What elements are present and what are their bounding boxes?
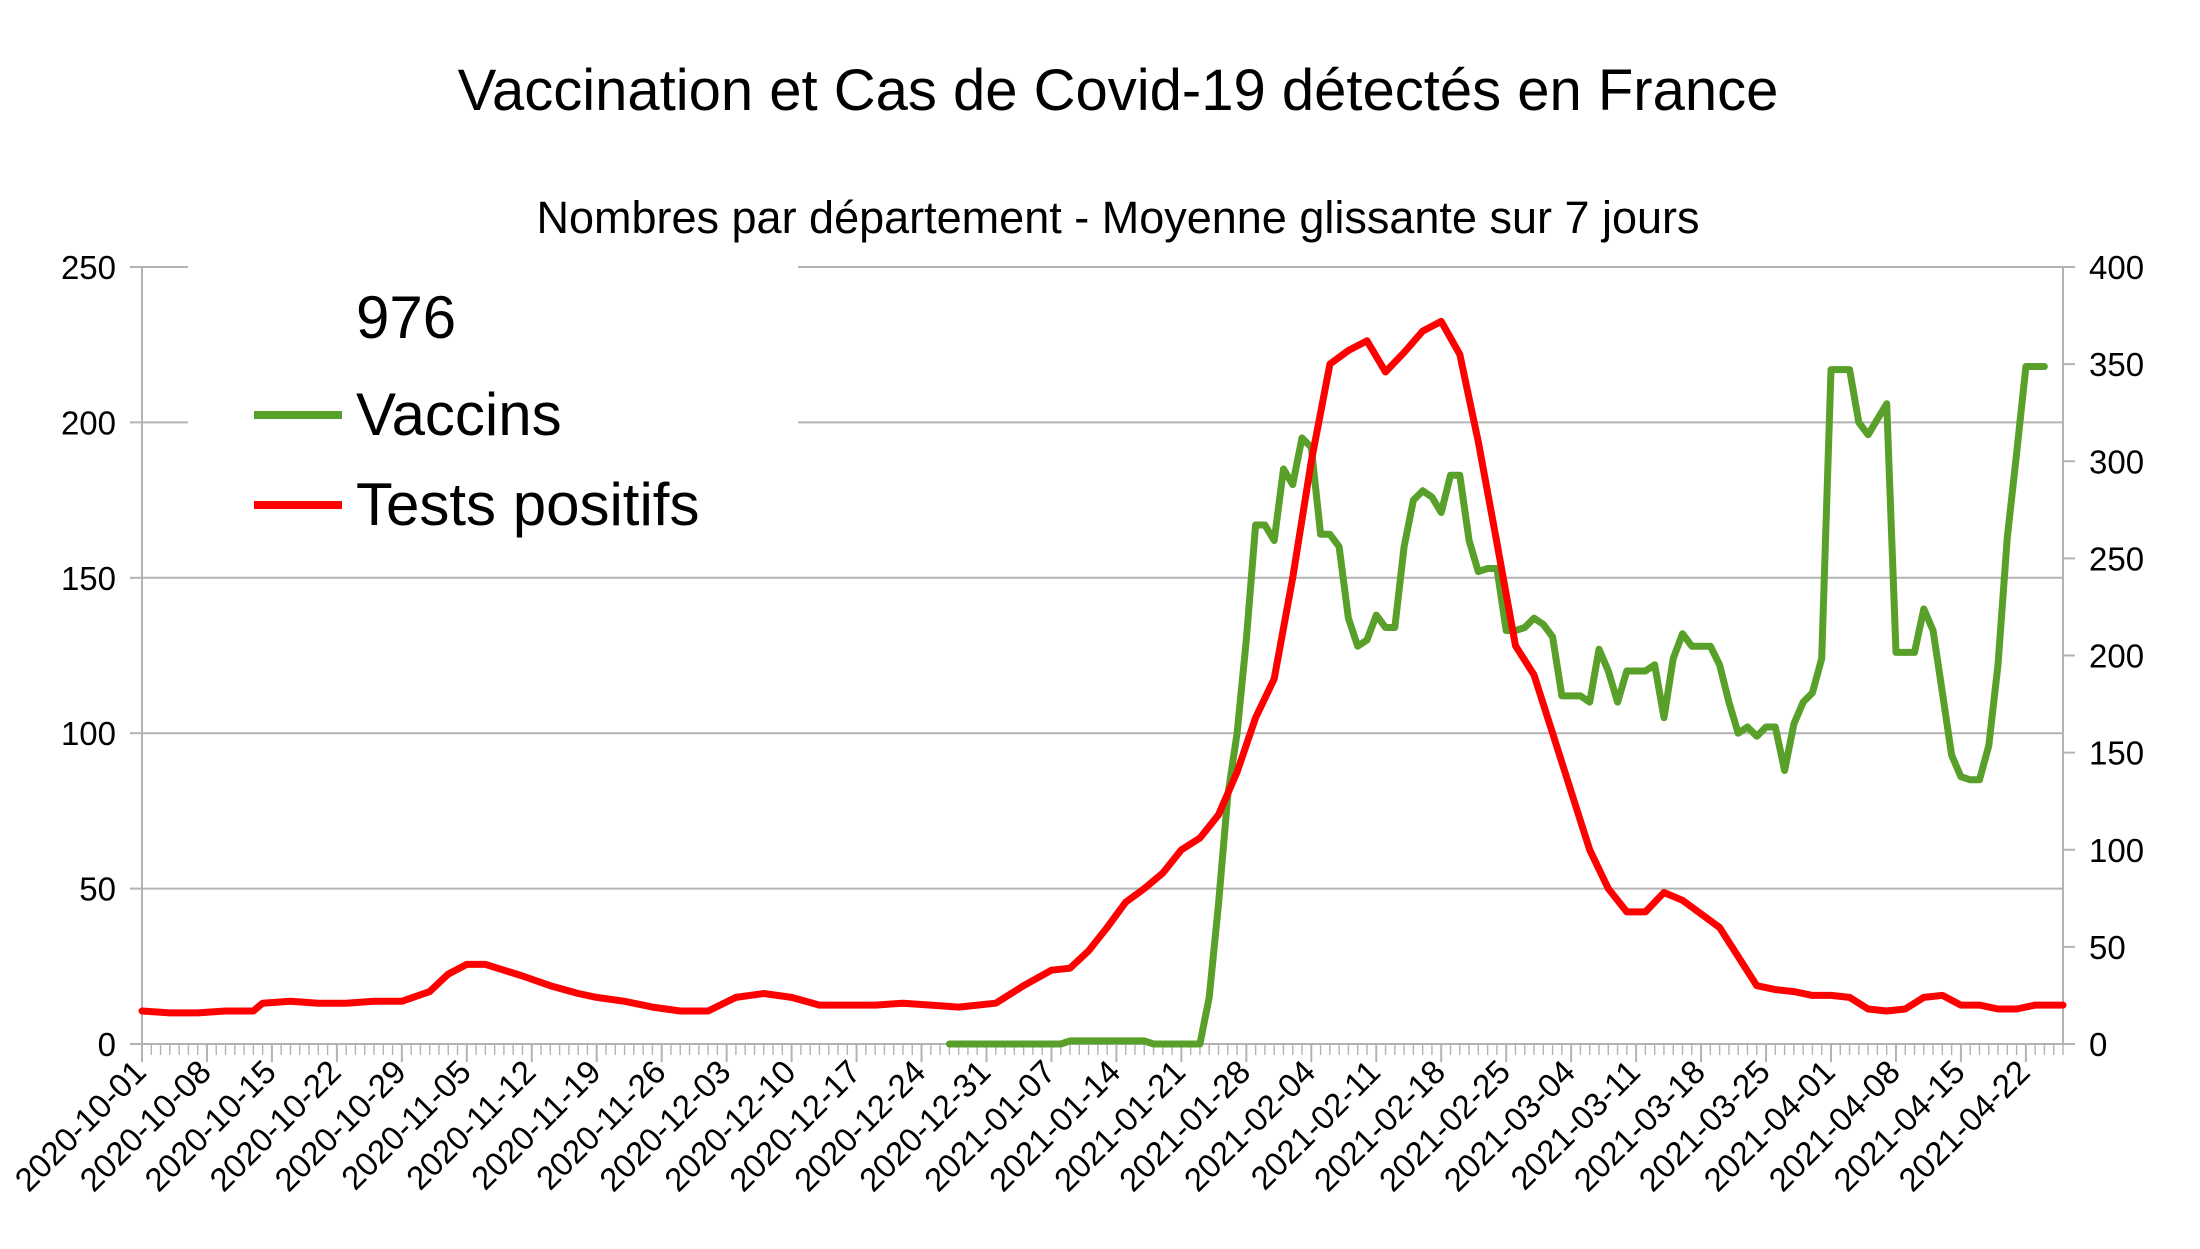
left-tick-label: 150: [61, 560, 116, 597]
legend: 976 Vaccins Tests positifs: [188, 265, 798, 540]
right-tick-label: 300: [2089, 443, 2144, 480]
left-tick-label: 250: [61, 249, 116, 286]
legend-background: [188, 265, 798, 540]
series-layer: [138, 317, 2067, 1048]
left-tick-label: 0: [98, 1026, 116, 1063]
right-tick-label: 50: [2089, 929, 2126, 966]
right-tick-label: 200: [2089, 638, 2144, 675]
right-tick-label: 150: [2089, 735, 2144, 772]
series-line-vaccins: [945, 363, 2048, 1048]
left-tick-label: 50: [79, 871, 116, 908]
legend-label-tests-positifs: Tests positifs: [356, 471, 699, 538]
chart-subtitle: Nombres par département - Moyenne glissa…: [536, 192, 1699, 243]
left-tick-label: 200: [61, 404, 116, 441]
left-tick-label: 100: [61, 715, 116, 752]
chart-title: Vaccination et Cas de Covid-19 détectés …: [458, 58, 1779, 123]
series-line-tests-positifs: [138, 317, 2067, 1017]
right-tick-label: 400: [2089, 249, 2144, 286]
right-tick-label: 250: [2089, 540, 2144, 577]
right-tick-label: 100: [2089, 832, 2144, 869]
left-axis-ticks: 0 50 100 150 200 250: [61, 249, 142, 1063]
right-tick-label: 0: [2089, 1026, 2107, 1063]
legend-title: 976: [356, 284, 456, 351]
right-tick-label: 350: [2089, 346, 2144, 383]
legend-label-vaccins: Vaccins: [356, 381, 562, 448]
right-axis-ticks: 0 50 100 150 200 250 300 350 400: [2063, 249, 2144, 1063]
